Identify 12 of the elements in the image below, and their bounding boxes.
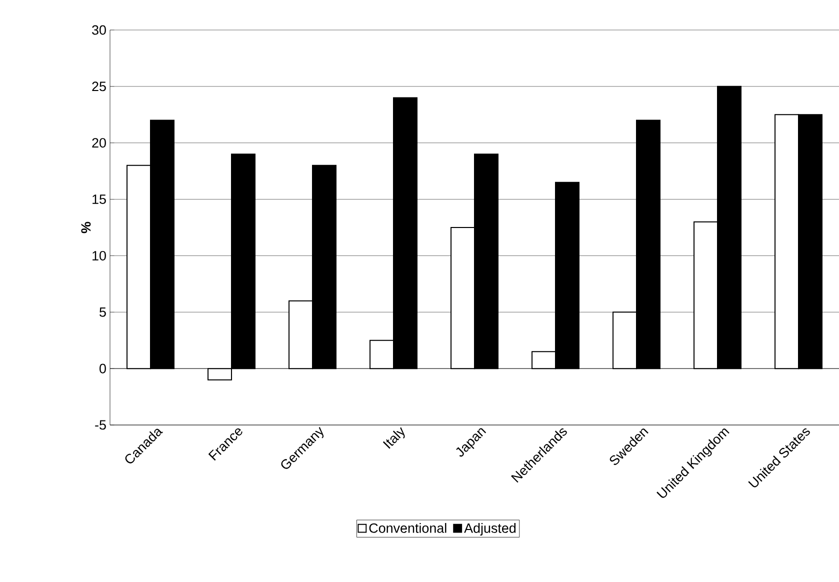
y-tick-label: 0 [100, 364, 106, 374]
y-tick-label: 25 [92, 82, 106, 92]
y-tick-label: 10 [92, 250, 106, 260]
y-tick-label: 20 [92, 138, 106, 148]
y-tick-label: -5 [95, 420, 106, 430]
y-axis-title: % [81, 222, 91, 234]
y-tick-label: 5 [100, 307, 106, 317]
x-tick-label: Italy [382, 427, 405, 449]
y-tick-label: 15 [92, 194, 106, 204]
legend-label: Conventional [369, 522, 446, 533]
legend-label: Adjusted [464, 522, 516, 536]
y-tick-label: 30 [92, 25, 106, 35]
